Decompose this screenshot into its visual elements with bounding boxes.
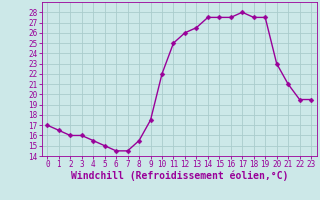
X-axis label: Windchill (Refroidissement éolien,°C): Windchill (Refroidissement éolien,°C) [70,171,288,181]
